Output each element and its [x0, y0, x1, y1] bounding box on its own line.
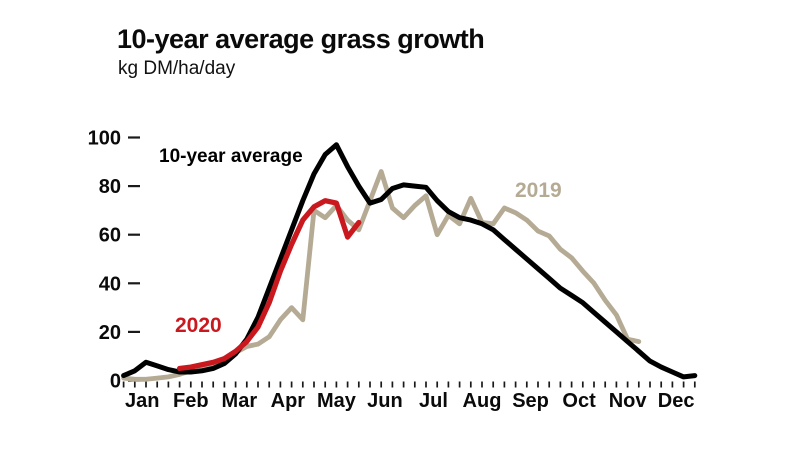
x-axis-month-label: Jun — [367, 390, 403, 412]
series-label-10-year-average: 10-year average — [159, 146, 303, 167]
x-axis-month-label: Feb — [173, 390, 209, 412]
x-axis-month-label: Nov — [609, 390, 648, 412]
x-axis-month-label: Dec — [658, 390, 695, 412]
y-axis-tick-label: 0 — [110, 371, 121, 393]
x-axis: Jan Feb Mar Apr May Jun Jul Aug Sep Oct Nov Dec — [122, 381, 696, 412]
line-average — [121, 142, 698, 380]
y-axis-tick-label: 80 — [99, 176, 121, 198]
chart-title: 10-year average grass growth — [117, 24, 485, 54]
x-axis-month-label: Sep — [512, 390, 549, 412]
series-label-2019: 2019 — [515, 179, 562, 202]
x-axis-month-label: Oct — [562, 390, 596, 412]
y-axis-tick-label: 40 — [99, 273, 121, 295]
line-2020 — [177, 198, 362, 371]
x-axis-month-label: Apr — [271, 390, 306, 412]
x-axis-month-label: Mar — [222, 390, 258, 412]
y-axis-tick-label: 60 — [99, 225, 121, 247]
chart-units-label: kg DM/ha/day — [118, 58, 236, 79]
x-axis-month-label: Jul — [419, 390, 448, 412]
y-axis-tick-label: 20 — [99, 322, 121, 344]
x-axis-month-label: May — [317, 390, 357, 412]
y-axis-tick-label: 100 — [88, 128, 121, 150]
series-label-2020: 2020 — [175, 314, 222, 337]
x-axis-month-label: Jan — [125, 390, 159, 412]
y-axis: 0 20 40 60 80 100 — [88, 128, 140, 393]
x-axis-month-label: Aug — [463, 390, 502, 412]
